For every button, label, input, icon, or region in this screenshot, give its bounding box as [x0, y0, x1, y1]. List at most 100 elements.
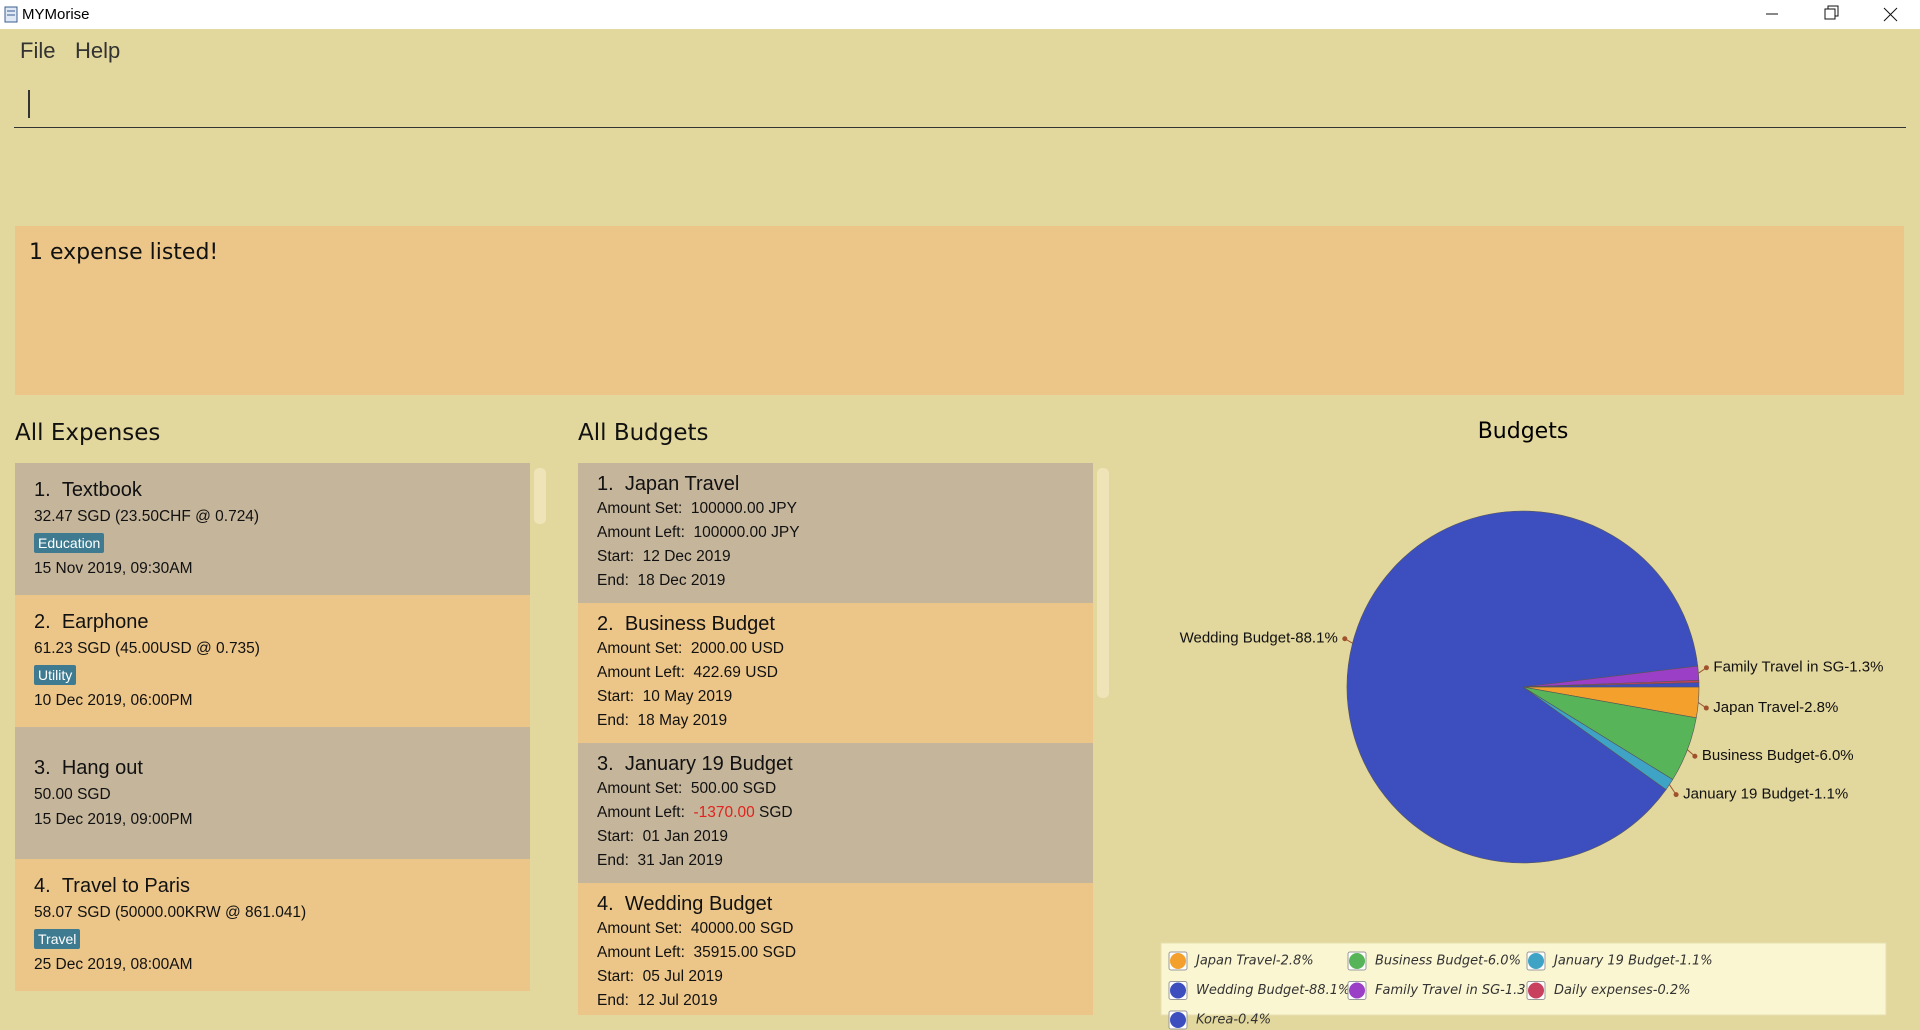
end-date-label: End:: [597, 712, 629, 729]
command-box[interactable]: [14, 84, 1906, 128]
start-date-label: Start:: [597, 548, 635, 565]
expense-name-text: Travel to Paris: [61, 875, 190, 897]
amount-set-value: 100000.00 JPY: [690, 500, 797, 517]
leader-dot: [1342, 636, 1348, 642]
pie-slice: [1346, 510, 1699, 864]
amount-left-value: -1370.00: [693, 804, 755, 821]
result-box: 1 expense listed!: [15, 226, 1904, 395]
menu-help[interactable]: Help: [75, 38, 121, 63]
legend-label: Wedding Budget-88.1%: [1196, 983, 1350, 998]
amount-left: Amount Left: 100000.00 JPY: [597, 524, 1093, 542]
title-bar: MYMorise: [0, 0, 1920, 29]
end-date: End: 18 May 2019: [597, 712, 1093, 730]
expense-name: 4. Travel to Paris: [34, 875, 530, 898]
start-value: 05 Jul 2019: [642, 968, 723, 985]
budget-name-text: Business Budget: [624, 613, 775, 635]
restore[interactable]: [1824, 8, 1836, 20]
start-date: Start: 12 Dec 2019: [597, 548, 1093, 566]
amount-set-value: 500.00 SGD: [690, 780, 777, 797]
currency: USD: [745, 664, 778, 681]
window-title: MYMorise: [22, 6, 90, 23]
end-date-label: End:: [597, 572, 629, 589]
start-value: 01 Jan 2019: [642, 828, 728, 845]
budget-list: 1. Japan Travel Amount Set: 100000.00 JPY…: [578, 463, 1093, 1015]
budget-card[interactable]: 1. Japan Travel Amount Set: 100000.00 JPY…: [578, 463, 1093, 603]
legend-label: Daily expenses-0.2%: [1554, 983, 1690, 998]
end-date-label: End:: [597, 992, 629, 1009]
tag-row: Education: [34, 533, 530, 560]
start-value: 10 May 2019: [642, 688, 733, 705]
pie-label: January 19 Budget-1.1%: [1683, 786, 1848, 803]
legend-label: Korea-0.4%: [1196, 1013, 1271, 1028]
pie-label: Japan Travel-2.8%: [1713, 699, 1838, 716]
caret: [28, 90, 30, 118]
amount-left-label: Amount Left:: [597, 524, 685, 541]
budgets-title: All Budgets: [578, 420, 709, 446]
expense-tag: Travel: [34, 929, 81, 949]
expense-card[interactable]: 2. Earphone 61.23 SGD (45.00USD @ 0.735) U…: [15, 595, 530, 727]
budget-name-text: Wedding Budget: [624, 893, 773, 915]
pie-slice: [1522, 682, 1700, 688]
end-value: 18 May 2019: [637, 712, 728, 729]
expense-date: 15 Nov 2019, 09:30AM: [34, 560, 193, 577]
app-icon: [4, 6, 18, 23]
leader-dot: [1673, 792, 1679, 798]
currency: JPY: [771, 524, 800, 541]
currency: SGD: [759, 804, 793, 821]
amount-set-label: Amount Set:: [597, 920, 683, 937]
budget-name-text: Japan Travel: [624, 473, 740, 495]
start-date-label: Start:: [597, 688, 635, 705]
budget-name-text: January 19 Budget: [624, 753, 793, 775]
leader-dot: [1692, 753, 1698, 759]
end-date: End: 31 Jan 2019: [597, 852, 1093, 870]
chart-title: Budgets: [1478, 419, 1569, 444]
leader-dot: [1703, 705, 1709, 711]
budget-card[interactable]: 3. January 19 Budget Amount Set: 500.00 S…: [578, 743, 1093, 883]
expense-list: 1. Textbook 32.47 SGD (23.50CHF @ 0.724) E…: [15, 463, 530, 1015]
expense-tag: Utility: [34, 665, 77, 685]
leader-dot: [1703, 665, 1709, 671]
legend-symbol: [1349, 982, 1365, 999]
scrollbar[interactable]: [534, 468, 546, 524]
legend-symbol: [1349, 953, 1365, 969]
amount-left: Amount Left: -1370.00 SGD: [597, 804, 1093, 822]
end-value: 12 Jul 2019: [637, 992, 718, 1009]
pie-label: Business Budget-6.0%: [1702, 747, 1854, 764]
end-value: 31 Jan 2019: [637, 852, 723, 869]
expense-date: 25 Dec 2019, 08:00AM: [34, 956, 193, 973]
expense-amount: 58.07 SGD (50000.00KRW @ 861.041): [34, 904, 307, 921]
expense-card[interactable]: 3. Hang out 50.00 SGD 15 Dec 2019, 09:00PM: [15, 727, 530, 859]
expense-amount: 32.47 SGD (23.50CHF @ 0.724): [34, 508, 260, 525]
budget-name: 3. January 19 Budget: [597, 753, 1093, 776]
legend-symbol: [1170, 1012, 1186, 1028]
budget-index: 1.: [597, 473, 614, 495]
legend-label: Business Budget-6.0%: [1375, 954, 1521, 969]
amount-left-label: Amount Left:: [597, 804, 685, 821]
budget-card[interactable]: 2. Business Budget Amount Set: 2000.00 US…: [578, 603, 1093, 743]
expense-date: 10 Dec 2019, 06:00PM: [34, 692, 193, 709]
amount-left-value: 422.69: [693, 664, 741, 681]
expense-card[interactable]: 1. Textbook 32.47 SGD (23.50CHF @ 0.724) E…: [15, 463, 530, 595]
end-date: End: 18 Dec 2019: [597, 572, 1093, 590]
pie-chart: Budgets Japan Travel-2.8% Business Budget…: [1160, 419, 1887, 1030]
budget-name: 2. Business Budget: [597, 613, 1093, 636]
expense-name: 2. Earphone: [34, 611, 530, 634]
amount-set: Amount Set: 2000.00 USD: [597, 640, 1093, 658]
amount-set: Amount Set: 100000.00 JPY: [597, 500, 1093, 518]
expense-index: 4.: [34, 875, 51, 897]
budget-card[interactable]: 4. Wedding Budget Amount Set: 40000.00 SG…: [578, 883, 1093, 1015]
amount-set: Amount Set: 500.00 SGD: [597, 780, 1093, 798]
menu-file[interactable]: File: [20, 38, 56, 63]
start-date: Start: 01 Jan 2019: [597, 828, 1093, 846]
amount-set-value: 2000.00 USD: [690, 640, 784, 657]
expense-card[interactable]: 4. Travel to Paris 58.07 SGD (50000.00KRW…: [15, 859, 530, 991]
close[interactable]: [1883, 7, 1898, 22]
amount-set: Amount Set: 40000.00 SGD: [597, 920, 1093, 938]
restore-back: [1827, 5, 1839, 17]
expense-name-text: Textbook: [61, 479, 142, 501]
window-controls[interactable]: [1750, 0, 1920, 29]
expense-name: 1. Textbook: [34, 479, 530, 502]
pie-label: Family Travel in SG-1.3%: [1713, 659, 1883, 676]
scrollbar[interactable]: [1097, 468, 1109, 698]
